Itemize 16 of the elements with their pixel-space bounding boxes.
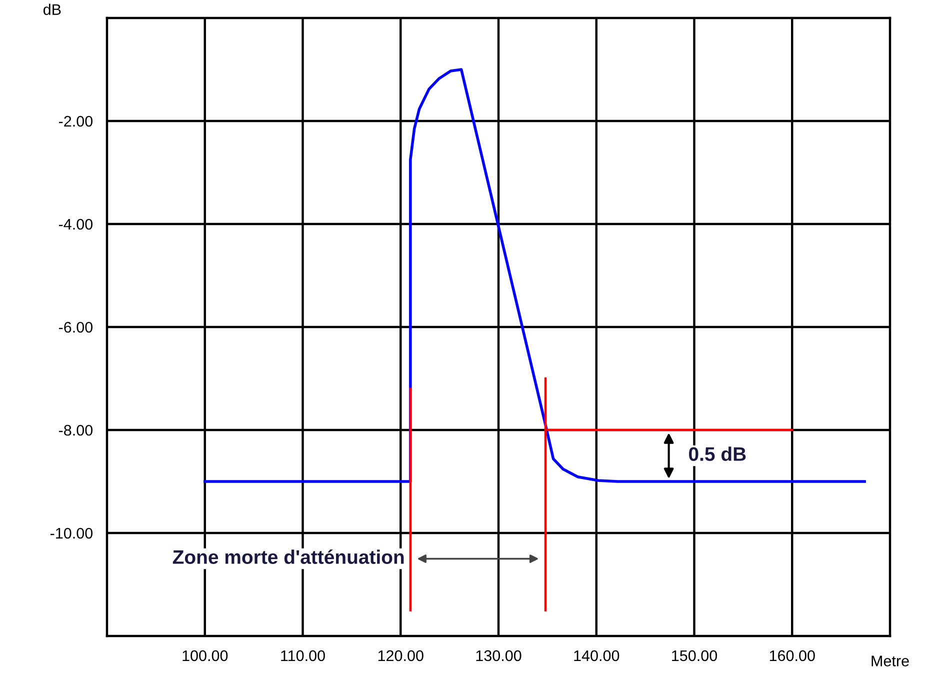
x-axis-title: Metre: [872, 656, 909, 666]
x-tick-label: 110.00: [281, 650, 325, 662]
x-tick-label: 120.00: [378, 650, 424, 662]
annotation: 0.5 dB: [689, 446, 746, 461]
y-tick-label: -10.00: [50, 528, 93, 539]
x-tick-label: 100.00: [182, 650, 228, 662]
y-tick-label: -6.00: [58, 322, 93, 333]
x-tick-label: 150.00: [672, 650, 718, 662]
y-tick-label: -2.00: [58, 116, 93, 127]
y-tick-label: -8.00: [58, 424, 93, 436]
annotation: Zone morte d'atténuation: [172, 550, 404, 564]
x-tick-label: 160.00: [770, 650, 815, 662]
y-tick-label: -4.00: [58, 218, 93, 230]
y-axis-title: dB: [43, 4, 61, 15]
x-tick-label: 140.00: [574, 650, 620, 662]
x-tick-label: 130.00: [476, 650, 522, 662]
